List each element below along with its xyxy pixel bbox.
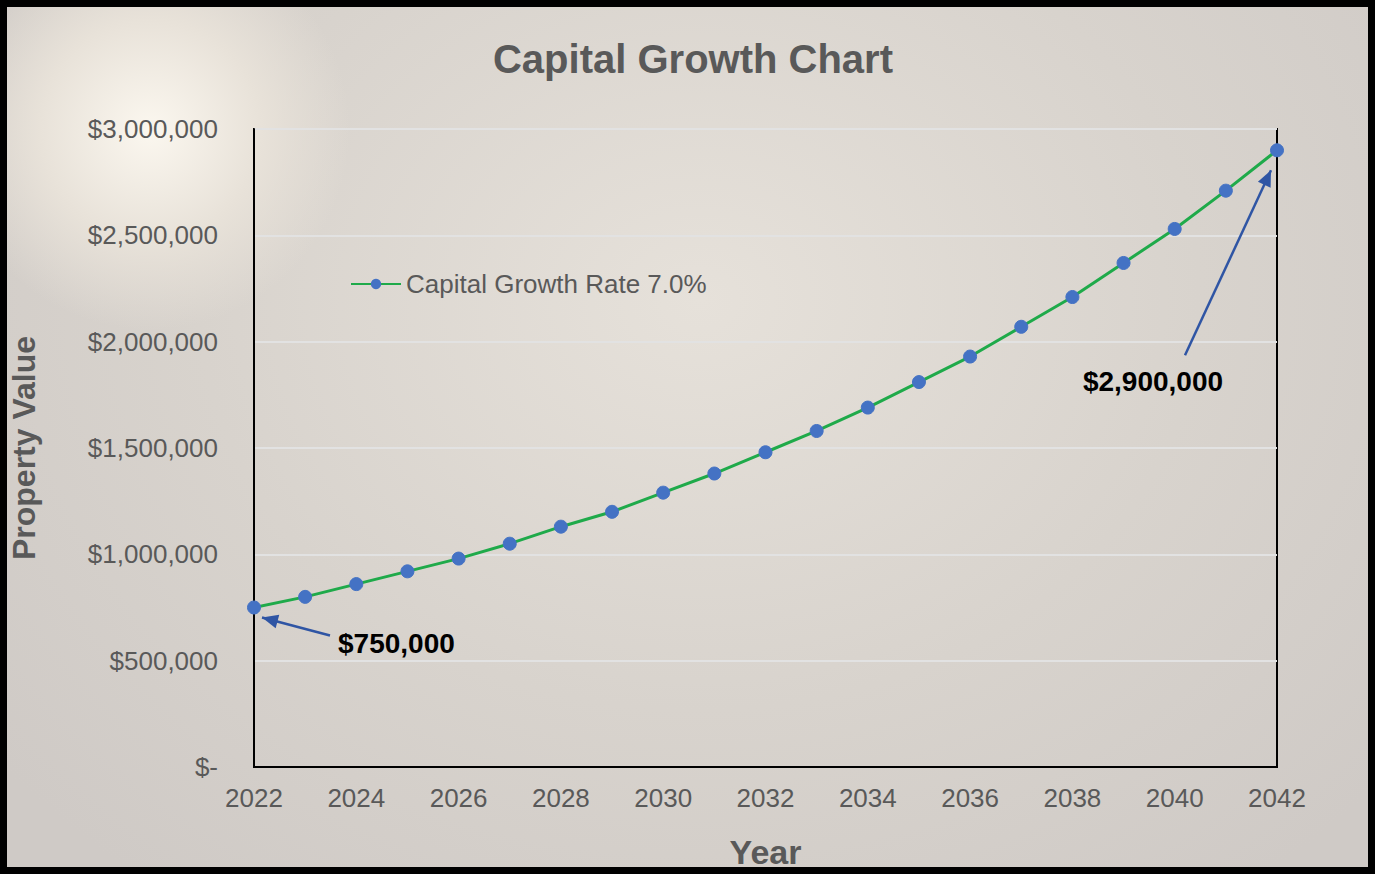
svg-text:2036: 2036 [941, 783, 999, 813]
svg-text:$750,000: $750,000 [338, 628, 455, 659]
svg-text:Capital Growth Chart: Capital Growth Chart [493, 37, 893, 81]
svg-text:2038: 2038 [1043, 783, 1101, 813]
svg-text:2028: 2028 [532, 783, 590, 813]
svg-text:$2,000,000: $2,000,000 [88, 327, 218, 357]
svg-text:2022: 2022 [225, 783, 283, 813]
svg-text:2026: 2026 [430, 783, 488, 813]
svg-text:$-: $- [195, 752, 218, 782]
svg-text:2040: 2040 [1146, 783, 1204, 813]
svg-text:$1,500,000: $1,500,000 [88, 433, 218, 463]
svg-text:2024: 2024 [327, 783, 385, 813]
svg-text:$3,000,000: $3,000,000 [88, 114, 218, 144]
svg-text:Year: Year [730, 833, 802, 871]
svg-text:2034: 2034 [839, 783, 897, 813]
svg-text:$500,000: $500,000 [110, 646, 218, 676]
svg-text:$2,500,000: $2,500,000 [88, 220, 218, 250]
svg-text:2042: 2042 [1248, 783, 1306, 813]
svg-text:$1,000,000: $1,000,000 [88, 539, 218, 569]
svg-text:2030: 2030 [634, 783, 692, 813]
svg-text:$2,900,000: $2,900,000 [1083, 366, 1223, 397]
svg-text:Property Value: Property Value [6, 336, 42, 560]
svg-text:2032: 2032 [737, 783, 795, 813]
svg-text:Capital Growth Rate 7.0%: Capital Growth Rate 7.0% [406, 269, 707, 299]
